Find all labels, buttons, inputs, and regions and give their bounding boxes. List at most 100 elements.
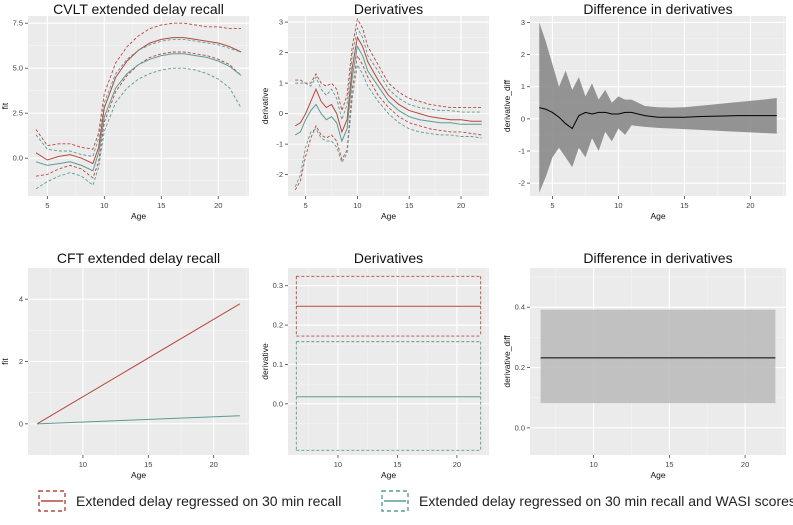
x-tick-label: 15	[144, 460, 152, 469]
confidence-band	[539, 22, 777, 193]
x-tick-label: 20	[741, 460, 749, 469]
y-axis-label: fit	[0, 358, 10, 365]
chart-panel-6: Difference in derivatives 10 15 20 0.0 0.2 0.4…	[502, 250, 786, 480]
x-tick-label: 15	[680, 201, 688, 210]
y-tick-label: 4	[19, 295, 23, 304]
chart-title: CVLT extended delay recall	[53, 1, 224, 17]
chart-panel-1: CVLT extended delay recall 5 10 15 20 0.0 2.5 5…	[0, 1, 249, 221]
series-1-line	[294, 35, 482, 134]
y-tick-label: -2	[518, 179, 525, 188]
y-tick-label: -2	[276, 170, 283, 179]
chart-panel-5: Derivatives 10 15 20 0.0 0.1 0.2 0.3 Age derivati…	[260, 250, 489, 480]
series-2-lower-bound	[294, 63, 482, 188]
x-axis-label: Age	[131, 211, 146, 221]
series-1-lower-bound	[294, 54, 482, 191]
x-tick-label: 20	[453, 460, 461, 469]
confidence-band	[540, 309, 776, 404]
y-tick-label: 3	[279, 18, 283, 27]
y-tick-label: 5.0	[13, 64, 23, 73]
y-tick-label: -1	[518, 147, 525, 156]
x-axis-label: Age	[381, 211, 396, 221]
y-tick-label: 1	[279, 79, 283, 88]
chart-panel-3: Difference in derivatives 5 10 15 20 -2 -1 0 1 2 3…	[502, 1, 786, 221]
y-tick-label: 0	[19, 419, 23, 428]
x-tick-label: 10	[589, 460, 597, 469]
x-tick-label: 15	[157, 201, 165, 210]
x-axis-label: Age	[131, 470, 146, 480]
x-axis-label: Age	[381, 470, 396, 480]
series-2-line	[37, 415, 240, 425]
y-tick-label: 0.2	[515, 363, 525, 372]
chart-title: Difference in derivatives	[583, 1, 732, 17]
x-tick-label: 10	[79, 460, 87, 469]
y-tick-label: 0.0	[273, 399, 283, 408]
y-tick-label: 2	[279, 48, 283, 57]
x-axis-label: Age	[650, 470, 665, 480]
difference-line	[539, 107, 777, 130]
y-tick-label: -1	[276, 140, 283, 149]
y-tick-label: 2	[19, 357, 23, 366]
series-1-upper-bound	[35, 22, 242, 150]
plot-area	[36, 303, 241, 425]
series-1-line	[35, 37, 242, 165]
plot-area	[539, 22, 777, 193]
plot-area	[295, 275, 482, 451]
chart-title: Derivatives	[354, 1, 423, 17]
y-tick-label: 0	[521, 114, 525, 123]
chart-title: Derivatives	[354, 250, 423, 266]
series-1-upper-bound	[295, 17, 482, 113]
y-tick-label: 1	[521, 82, 525, 91]
plot-background	[288, 16, 489, 196]
x-tick-label: 20	[210, 460, 218, 469]
y-tick-label: 0	[279, 109, 283, 118]
plot-background	[288, 268, 489, 455]
series-1-lower-bound	[35, 51, 242, 179]
y-axis-label: derivative_diff	[502, 335, 512, 388]
plot-area	[294, 17, 482, 191]
x-axis-label: Age	[650, 211, 665, 221]
chart-panel-2: Derivatives 5 10 15 20 -2 -1 0 1 2 3 Age derivative	[260, 1, 489, 221]
x-tick-label: 5	[45, 201, 49, 210]
series-2-lower-bound	[35, 67, 242, 190]
x-tick-label: 20	[746, 201, 754, 210]
y-tick-label: 3	[521, 18, 525, 27]
series-1-line	[36, 303, 241, 425]
series-2-upper-bound	[35, 38, 242, 157]
plot-area	[540, 309, 776, 404]
y-tick-label: 0.3	[273, 281, 283, 290]
x-tick-label: 15	[393, 460, 401, 469]
x-tick-label: 5	[550, 201, 554, 210]
x-tick-label: 10	[614, 201, 622, 210]
y-tick-label: 2	[521, 50, 525, 59]
chart-title: CFT extended delay recall	[57, 250, 220, 266]
x-tick-label: 20	[214, 201, 222, 210]
x-tick-label: 15	[405, 201, 413, 210]
x-tick-label: 10	[100, 201, 108, 210]
legend-label-series1: Extended delay regressed on 30 min recal…	[76, 493, 342, 509]
legend-label-series2: Extended delay regressed on 30 min recal…	[419, 493, 793, 509]
y-axis-label: derivative_diff	[502, 79, 512, 132]
y-tick-label: 0.1	[273, 360, 283, 369]
y-axis-label: derivative	[260, 88, 270, 125]
y-axis-label: derivative	[260, 343, 270, 380]
chart-panel-4: CFT extended delay recall 10 15 20 0 2 4 Age fit	[0, 250, 249, 480]
legend-key-series1	[38, 490, 66, 512]
y-tick-label: 0.4	[515, 303, 525, 312]
y-tick-label: 2.5	[13, 109, 23, 118]
y-tick-label: 0.0	[515, 423, 525, 432]
plot-area	[35, 22, 242, 190]
x-tick-label: 10	[334, 460, 342, 469]
series-2-line	[294, 45, 482, 143]
legend: Extended delay regressed on 30 min recal…	[0, 484, 793, 524]
x-tick-label: 15	[665, 460, 673, 469]
y-tick-label: 7.5	[13, 19, 23, 28]
y-tick-label: 0.2	[273, 321, 283, 330]
x-tick-label: 20	[457, 201, 465, 210]
chart-title: Difference in derivatives	[583, 250, 732, 266]
series-2-line	[35, 53, 242, 172]
series-2-upper-bound	[295, 26, 482, 122]
x-tick-label: 10	[353, 201, 361, 210]
x-tick-label: 5	[304, 201, 308, 210]
y-tick-label: 0.0	[13, 154, 23, 163]
